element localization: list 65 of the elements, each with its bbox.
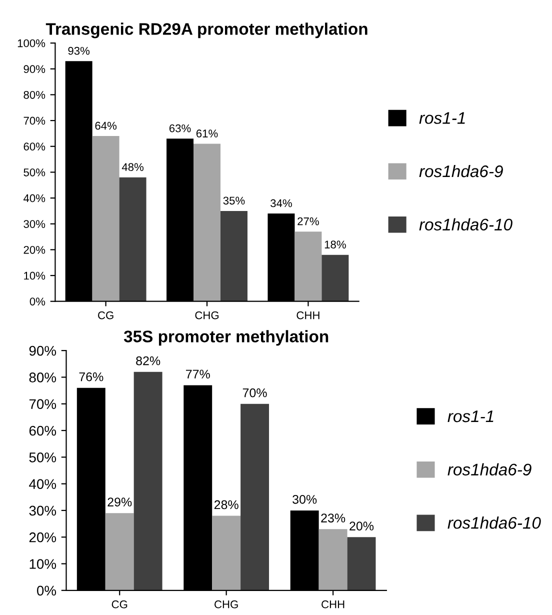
y-tick-label: 40% bbox=[29, 479, 56, 489]
data-label: 48% bbox=[122, 163, 144, 172]
y-tick-label: 50% bbox=[29, 452, 56, 462]
y-tick-label: 80% bbox=[29, 372, 56, 382]
y-tick-label: 90% bbox=[29, 346, 56, 356]
legend-label: ros1hda6-10 bbox=[419, 218, 512, 231]
y-tick-label: 30% bbox=[24, 220, 46, 228]
bar bbox=[347, 537, 376, 590]
chart-title: Transgenic RD29A promoter methylation bbox=[46, 22, 368, 38]
x-tick-label: CG bbox=[98, 311, 114, 320]
legend-label: ros1hda6-9 bbox=[419, 164, 503, 178]
bar bbox=[194, 144, 220, 302]
legend-label: ros1-1 bbox=[419, 112, 465, 124]
y-tick-label: 60% bbox=[24, 142, 46, 151]
data-label: 30% bbox=[292, 494, 317, 504]
x-tick-label: CHH bbox=[322, 600, 344, 608]
data-label: 77% bbox=[186, 370, 210, 379]
x-tick-label: CHG bbox=[195, 311, 219, 320]
data-label: 29% bbox=[108, 498, 132, 506]
y-tick-label: 50% bbox=[24, 168, 46, 176]
y-tick-label: 90% bbox=[24, 65, 46, 74]
y-tick-label: 20% bbox=[29, 532, 56, 542]
data-label: 27% bbox=[298, 217, 319, 226]
legend-label: ros1hda6-9 bbox=[448, 463, 532, 476]
data-label: 82% bbox=[136, 356, 160, 366]
data-label: 18% bbox=[324, 240, 346, 248]
y-tick-label: 0% bbox=[36, 586, 56, 596]
legend-label: ros1-1 bbox=[448, 410, 494, 422]
bar bbox=[212, 516, 241, 590]
y-tick-label: 70% bbox=[24, 116, 46, 125]
data-label: 76% bbox=[79, 372, 104, 382]
y-tick-label: 80% bbox=[24, 90, 46, 99]
y-tick-label: 30% bbox=[29, 506, 56, 516]
data-label: 23% bbox=[321, 514, 346, 522]
bar bbox=[294, 232, 322, 302]
x-tick-label: CHH bbox=[296, 311, 320, 320]
data-label: 20% bbox=[350, 522, 374, 530]
y-tick-label: 70% bbox=[29, 399, 56, 410]
chart-title: 35S promoter methylation bbox=[124, 330, 328, 346]
y-tick-label: 60% bbox=[29, 426, 56, 436]
y-tick-label: 10% bbox=[30, 559, 56, 569]
bar bbox=[119, 177, 146, 302]
data-label: 61% bbox=[196, 130, 218, 138]
x-tick-label: CG bbox=[112, 600, 128, 608]
bar bbox=[134, 372, 162, 590]
y-tick-label: 40% bbox=[23, 194, 46, 202]
bar bbox=[92, 136, 120, 302]
y-tick-label: 0% bbox=[30, 298, 46, 306]
data-label: 64% bbox=[95, 122, 117, 130]
y-tick-label: 20% bbox=[24, 246, 46, 254]
data-label: 35% bbox=[223, 196, 245, 205]
legend-label: ros1hda6-10 bbox=[448, 516, 541, 529]
bar bbox=[220, 210, 248, 302]
x-tick-label: CHG bbox=[214, 600, 238, 608]
y-tick-label: 10% bbox=[24, 272, 46, 280]
data-label: 28% bbox=[214, 500, 238, 510]
bar bbox=[240, 404, 270, 590]
bar bbox=[318, 529, 348, 590]
data-label: 34% bbox=[270, 199, 292, 208]
data-label: 70% bbox=[242, 388, 267, 398]
bar bbox=[105, 513, 134, 590]
data-label: 93% bbox=[68, 46, 90, 55]
data-label: 63% bbox=[169, 124, 191, 132]
y-tick-label: 100% bbox=[18, 39, 46, 48]
bar bbox=[322, 254, 349, 302]
